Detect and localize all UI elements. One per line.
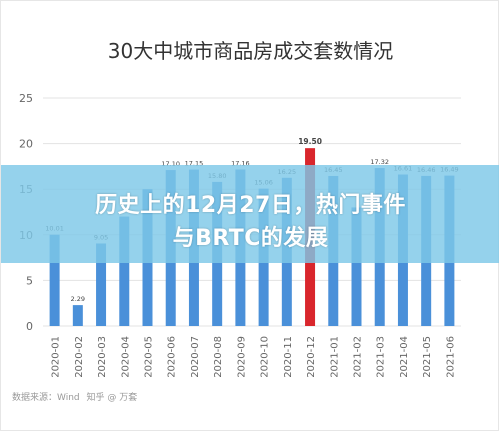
x-tick-label: 2020-02 [74,336,85,378]
bar [351,207,362,326]
x-tick-label: 2020-03 [97,336,108,378]
data-label: 17.32 [370,158,389,166]
y-tick-label: 0 [26,320,33,333]
x-axis-ticks: 2020-01 2020-02 2020-03 2020-04 2020-05 2020-… [51,336,457,378]
banner-line-2: 与BRTC的发展 [172,226,329,251]
data-label: 17.15 [185,160,204,168]
x-tick-label: 2021-05 [422,336,433,378]
data-label: 19.50 [298,137,322,146]
x-tick-label: 2021-04 [399,336,410,378]
y-tick-label: 25 [19,92,33,105]
bar [49,234,60,326]
x-tick-label: 2020-05 [144,336,155,378]
bar [119,216,130,326]
x-tick-label: 2020-06 [167,336,178,378]
data-label: 17.16 [231,160,250,168]
x-tick-label: 2021-02 [353,336,364,378]
x-tick-label: 2020-08 [213,336,224,378]
bar [72,305,83,326]
x-tick-label: 2020-10 [260,336,271,378]
logo-watermark: 知乎 @ 万套 [86,393,138,403]
chart-title: 30大中城市商品房成交套数情况 [107,39,394,63]
x-tick-label: 2021-01 [329,336,340,378]
bar [96,243,107,326]
source-label: 数据来源：Wind [12,393,80,403]
x-tick-label: 2020-11 [283,336,294,378]
x-tick-label: 2021-06 [445,336,456,378]
banner-line-1: 历史上的12月27日，热门事件 [95,193,406,218]
x-tick-label: 2020-07 [190,336,201,378]
headline-banner: 历史上的12月27日，热门事件 与BRTC的发展 [1,165,499,263]
x-tick-label: 2020-09 [236,336,247,378]
data-label: 2.29 [71,295,85,303]
x-tick-label: 2020-04 [120,336,131,378]
y-tick-label: 20 [19,138,33,151]
x-tick-label: 2021-03 [376,336,387,378]
x-tick-label: 2020-01 [51,336,62,378]
data-label: 17.10 [161,160,180,168]
x-tick-label: 2020-12 [306,336,317,378]
source-note: 数据来源：Wind 知乎 @ 万套 [12,390,137,403]
y-tick-label: 5 [26,274,33,287]
